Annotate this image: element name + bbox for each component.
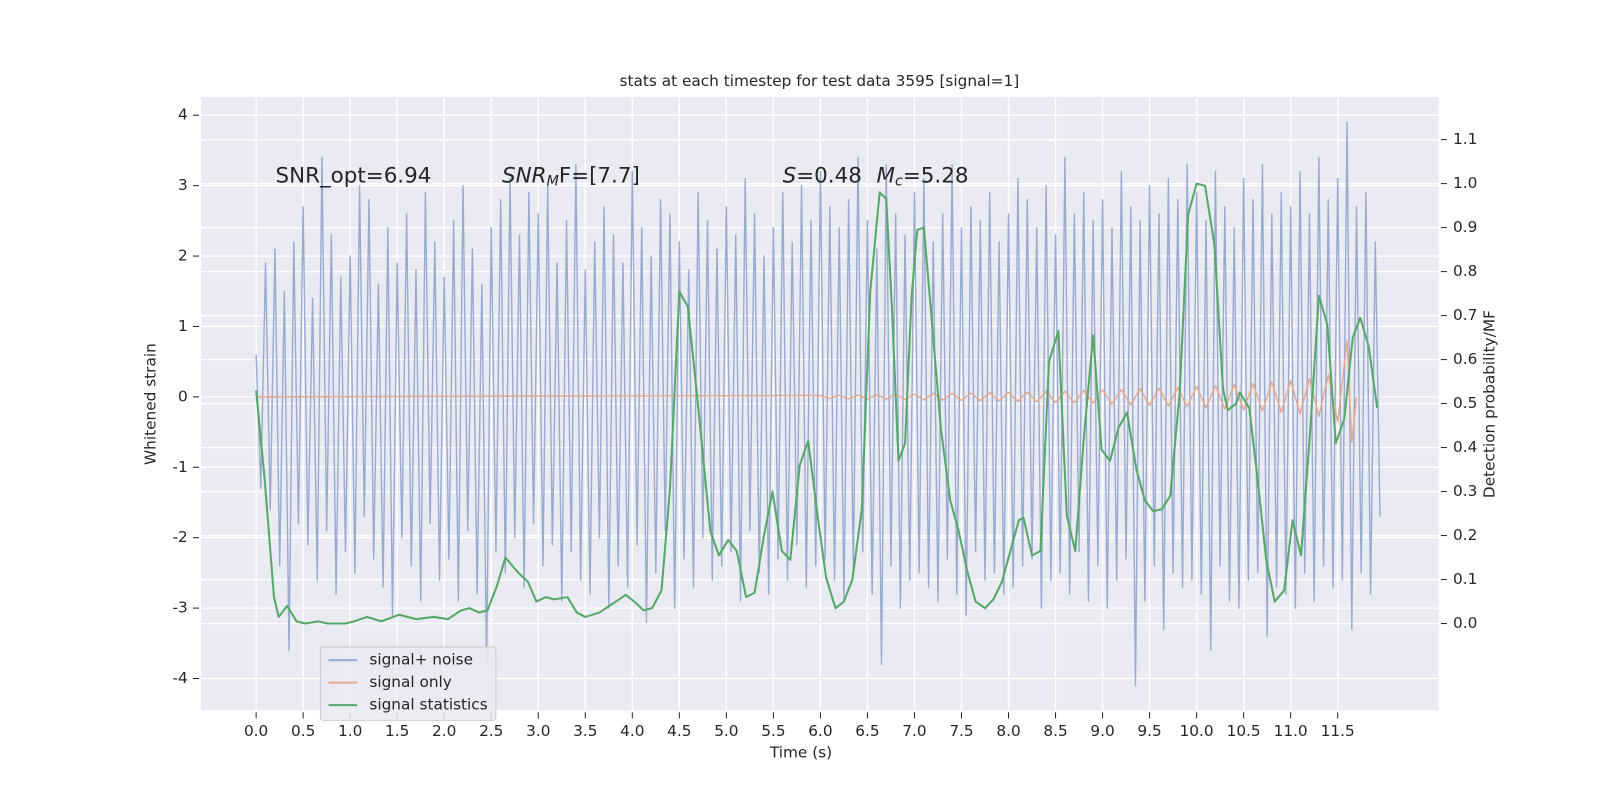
x-axis-label: Time (s) [769, 744, 832, 762]
y2-tick-label: 0.1 [1453, 570, 1477, 588]
y2-tick-label: 0.5 [1453, 394, 1477, 412]
y-tick-label: 4 [178, 106, 188, 124]
x-tick-label: 0.5 [291, 722, 315, 740]
annotation: SNRMF=[7.7] [502, 164, 640, 190]
legend-label: signal statistics [369, 696, 487, 714]
y2-tick-label: 0.7 [1453, 306, 1477, 324]
x-tick-label: 1.0 [338, 722, 362, 740]
annotation-part: S [783, 164, 797, 189]
annotation-part: SNR [502, 164, 546, 189]
y2-tick-label: 0.0 [1453, 614, 1477, 632]
labels: -4 -3 -2 -1 0 1 2 3 4 0.0 0.1 0.2 0.3 0.4 0.5 0.6 0.7 0.8… [172, 106, 1477, 740]
annotation: SNR_opt=6.94 [276, 164, 432, 189]
legend-frame [319, 646, 497, 721]
x-tick-label: 10.0 [1180, 722, 1214, 740]
series-line [255, 182, 1379, 625]
legend-label: signal+ noise [369, 651, 473, 669]
x-tick-label: 0.0 [244, 722, 268, 740]
annotation-part: =0.48 [796, 164, 862, 189]
y-tick-label: 0 [178, 387, 188, 405]
y-tick-label: -4 [172, 669, 187, 687]
y-axis-label: Whitened strain [142, 343, 160, 465]
x-tick-label: 5.0 [714, 722, 738, 740]
y-tick-label: 1 [178, 317, 188, 335]
annotation-part: M [877, 164, 895, 189]
y-tick-label: 2 [178, 247, 188, 265]
x-tick-label: 7.5 [949, 722, 973, 740]
legend: signal+ noise signal only signal statistic… [319, 646, 497, 721]
x-tick-label: 9.5 [1137, 722, 1161, 740]
annotation: S=0.48 [783, 164, 862, 189]
y2-tick-label: 0.4 [1453, 438, 1477, 456]
x-tick-label: 11.0 [1274, 722, 1308, 740]
y-tick-label: -3 [172, 599, 187, 617]
x-tick-label: 8.0 [996, 722, 1020, 740]
annotation-part: SNR_opt=6.94 [276, 164, 432, 189]
y-tick-label: 3 [178, 176, 188, 194]
y2-axis-label: Detection probability/MF [1480, 310, 1498, 498]
x-tick-label: 3.5 [573, 722, 597, 740]
x-tick-label: 2.5 [479, 722, 503, 740]
y2-tick-label: 1.0 [1453, 174, 1477, 192]
chart-title: stats at each timestep for test data 359… [620, 72, 1020, 90]
x-tick-label: 4.5 [667, 722, 691, 740]
x-tick-label: 1.5 [385, 722, 409, 740]
x-tick-label: 4.0 [620, 722, 644, 740]
y-tick-label: -1 [172, 458, 187, 476]
x-tick-label: 6.0 [808, 722, 832, 740]
grid [201, 96, 1439, 711]
y2-tick-label: 1.1 [1453, 130, 1477, 148]
annotation-part: M [547, 174, 559, 190]
x-tick-label: 2.0 [432, 722, 456, 740]
annotation-part: c [895, 174, 903, 190]
legend-label: signal only [369, 673, 451, 691]
y2-tick-label: 0.8 [1453, 262, 1477, 280]
x-tick-label: 9.0 [1090, 722, 1114, 740]
x-tick-label: 6.5 [855, 722, 879, 740]
annotation-part: =5.28 [903, 164, 969, 189]
annotation-part: F=[7.7] [559, 164, 640, 189]
y2-tick-label: 0.2 [1453, 526, 1477, 544]
x-tick-label: 3.0 [526, 722, 550, 740]
x-tick-label: 10.5 [1227, 722, 1261, 740]
plot-area [255, 121, 1381, 687]
x-tick-label: 8.5 [1043, 722, 1067, 740]
x-tick-label: 5.5 [761, 722, 785, 740]
y2-tick-label: 0.6 [1453, 350, 1477, 368]
y2-tick-label: 0.3 [1453, 482, 1477, 500]
y2-tick-label: 0.9 [1453, 218, 1477, 236]
x-tick-label: 11.5 [1321, 722, 1355, 740]
y-tick-label: -2 [172, 528, 187, 546]
series-line [255, 121, 1381, 687]
annotation: Mc=5.28 [877, 164, 969, 190]
x-tick-label: 7.0 [902, 722, 926, 740]
